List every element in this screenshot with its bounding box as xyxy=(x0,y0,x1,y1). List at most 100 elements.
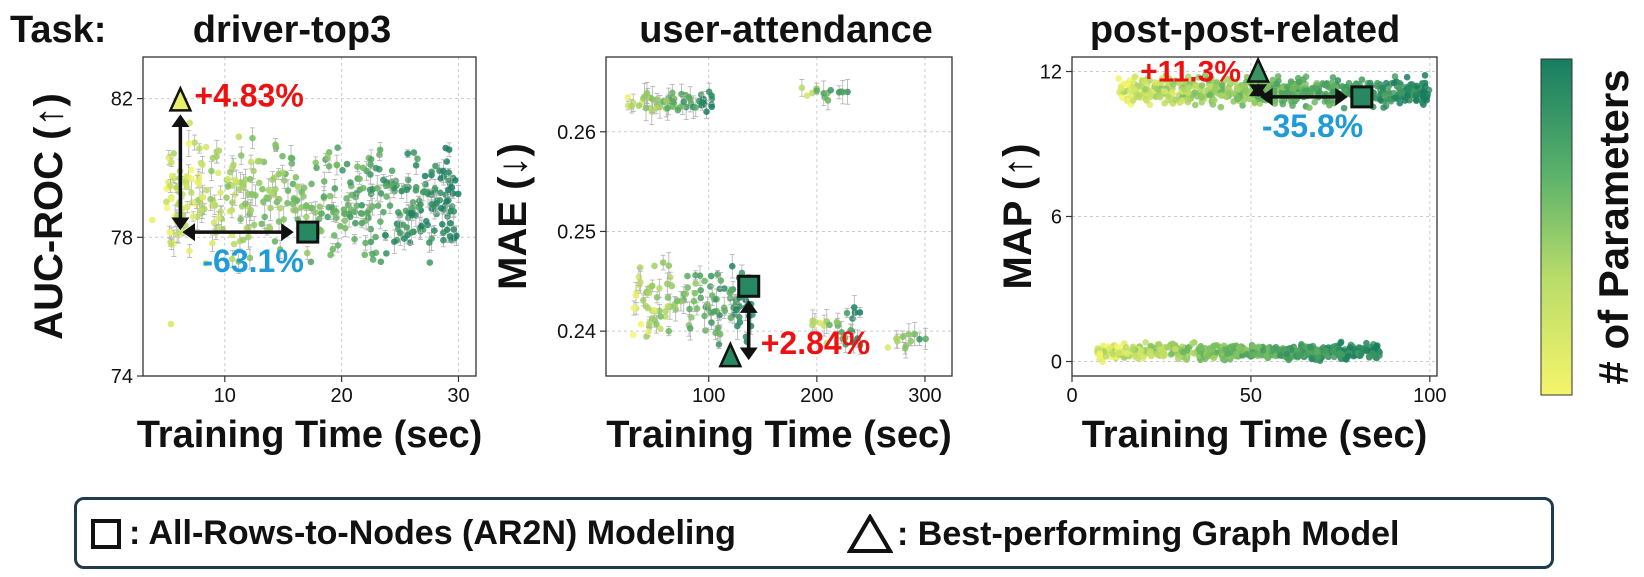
data-point xyxy=(728,262,736,270)
data-point xyxy=(388,167,396,175)
data-point xyxy=(199,161,206,169)
data-point xyxy=(701,312,708,320)
data-point xyxy=(1398,89,1405,97)
data-point xyxy=(645,328,652,335)
data-point xyxy=(1179,348,1187,356)
data-point xyxy=(358,202,366,209)
annotation-arrows xyxy=(1249,83,1348,106)
data-point xyxy=(1313,80,1321,87)
data-point xyxy=(1122,344,1130,351)
data-point xyxy=(642,104,650,112)
data-point xyxy=(260,198,267,206)
data-point xyxy=(1311,98,1318,106)
data-point xyxy=(1242,87,1249,95)
data-point xyxy=(651,262,658,270)
data-point xyxy=(1358,350,1365,357)
data-point xyxy=(1235,344,1243,352)
data-point xyxy=(1129,345,1136,353)
data-point xyxy=(1154,351,1161,358)
data-point xyxy=(376,146,384,154)
data-point xyxy=(426,239,433,246)
data-point xyxy=(240,180,247,188)
data-point xyxy=(1271,100,1279,107)
annotation-arrows xyxy=(171,114,294,242)
data-point xyxy=(288,160,296,167)
data-point xyxy=(383,250,390,257)
x-tick-label: 30 xyxy=(447,385,469,407)
data-point xyxy=(1155,341,1163,348)
data-point xyxy=(443,226,451,234)
data-point xyxy=(1205,352,1212,360)
data-point xyxy=(294,183,302,190)
data-point xyxy=(279,152,286,160)
data-point xyxy=(325,163,333,170)
data-point xyxy=(851,304,858,311)
data-point xyxy=(1168,96,1175,103)
data-point xyxy=(839,88,847,96)
data-point xyxy=(215,147,223,154)
data-point xyxy=(824,97,832,104)
data-point xyxy=(710,308,718,315)
task-label: Task: xyxy=(10,9,106,51)
data-point xyxy=(287,154,295,162)
data-point xyxy=(303,249,311,257)
data-point xyxy=(668,282,675,290)
x-tick-label: 300 xyxy=(908,385,941,407)
data-point xyxy=(1141,85,1149,93)
data-point xyxy=(376,151,383,158)
data-point xyxy=(1326,101,1333,109)
data-point xyxy=(1147,348,1154,355)
data-point xyxy=(228,206,236,214)
x-tick-label: 200 xyxy=(800,385,833,407)
data-point xyxy=(636,264,644,271)
data-point xyxy=(686,325,694,332)
data-point xyxy=(911,330,919,338)
data-point xyxy=(414,155,421,163)
chart-user-attendance: user-attendance Training Time (sec) MAE (↓… xyxy=(491,9,953,456)
data-point xyxy=(826,321,833,329)
data-point xyxy=(844,88,851,96)
data-point xyxy=(167,182,174,190)
data-point xyxy=(431,227,438,234)
data-point xyxy=(215,214,222,222)
data-point xyxy=(690,297,698,305)
data-point xyxy=(276,246,284,253)
data-point xyxy=(442,144,449,152)
data-point xyxy=(1322,347,1330,355)
legend: : All-Rows-to-Nodes (AR2N) Modeling : Be… xyxy=(74,497,1554,569)
data-point xyxy=(708,101,715,108)
data-point xyxy=(838,328,845,336)
arrow-head xyxy=(1260,87,1273,106)
data-point xyxy=(1358,76,1366,83)
data-point xyxy=(1161,88,1169,95)
data-point xyxy=(1201,87,1208,95)
chart-driver-top3: driver-top3 Training Time (sec) AUC-ROC (↑… xyxy=(27,9,482,456)
data-point xyxy=(656,307,663,315)
data-point xyxy=(428,168,435,176)
data-point xyxy=(320,193,328,200)
data-point xyxy=(635,102,643,109)
data-point xyxy=(727,314,735,322)
data-point xyxy=(1115,75,1123,82)
data-point xyxy=(1365,353,1373,360)
data-point xyxy=(1420,88,1428,95)
data-point xyxy=(1283,350,1291,358)
data-point xyxy=(412,183,420,191)
data-point xyxy=(721,307,729,315)
data-point xyxy=(699,99,706,106)
data-point xyxy=(1147,342,1155,350)
data-point xyxy=(703,108,710,116)
data-point xyxy=(446,232,454,240)
data-point xyxy=(1198,82,1206,89)
data-point xyxy=(827,86,835,94)
data-point xyxy=(1163,344,1171,351)
data-point xyxy=(1346,344,1354,351)
data-point xyxy=(1229,342,1237,350)
data-point xyxy=(374,202,382,209)
data-point xyxy=(632,292,640,299)
data-point xyxy=(445,169,453,176)
data-point xyxy=(1234,85,1242,93)
chart-post-post-related: post-post-related Training Time (sec) MAP … xyxy=(996,9,1447,456)
data-point xyxy=(259,185,266,193)
data-point xyxy=(391,238,398,246)
